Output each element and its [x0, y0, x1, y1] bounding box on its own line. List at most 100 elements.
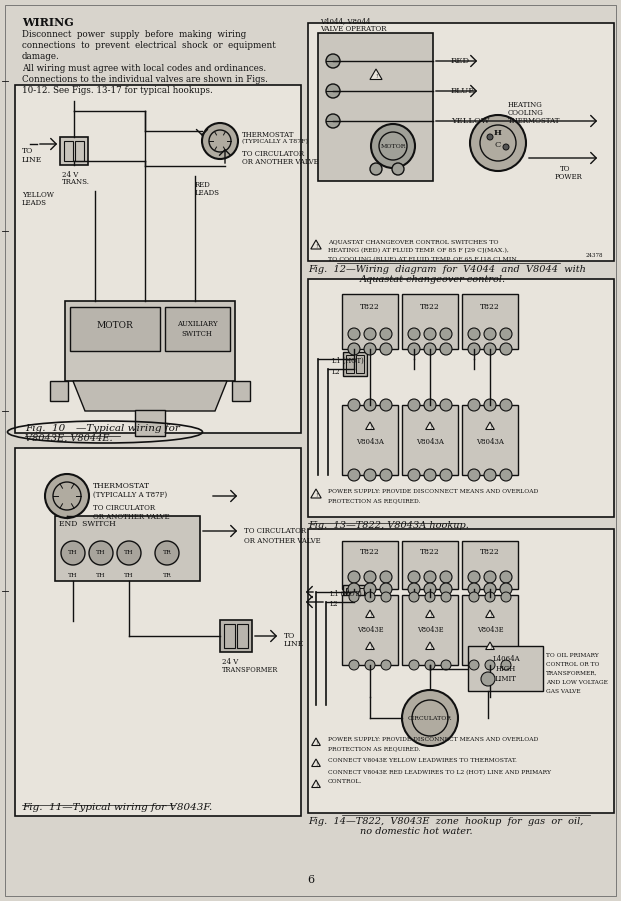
Text: POWER SUPPLY: PROVIDE DISCONNECT MEANS AND OVERLOAD: POWER SUPPLY: PROVIDE DISCONNECT MEANS A…	[328, 489, 538, 494]
Text: Fig.  12—Wiring  diagram  for  V4044  and  V8044  with: Fig. 12—Wiring diagram for V4044 and V80…	[308, 265, 586, 274]
Text: V8043E, V8044E.: V8043E, V8044E.	[25, 434, 112, 443]
Circle shape	[469, 660, 479, 670]
Bar	[65, 301, 235, 381]
Text: COOLING: COOLING	[508, 109, 544, 117]
Text: TRANSFORMER,: TRANSFORMER,	[546, 671, 597, 676]
Bar	[135, 410, 165, 436]
Text: All wiring must agree with local codes and ordinances.: All wiring must agree with local codes a…	[22, 64, 266, 73]
Text: 24 V: 24 V	[222, 658, 238, 666]
Polygon shape	[425, 610, 434, 617]
Circle shape	[501, 660, 511, 670]
Circle shape	[326, 54, 340, 68]
Circle shape	[370, 163, 382, 175]
Bar	[402, 405, 458, 475]
Circle shape	[364, 571, 376, 583]
Text: POWER: POWER	[555, 173, 583, 181]
Circle shape	[326, 114, 340, 128]
Text: TO CIRCULATOR: TO CIRCULATOR	[93, 504, 155, 512]
Text: H: H	[494, 129, 502, 137]
Text: HEATING (RED) AT FLUID TEMP. OF 85 F [29 C](MAX.),: HEATING (RED) AT FLUID TEMP. OF 85 F [29…	[328, 248, 509, 253]
Text: Fig.  13—T822, V8043A hookup.: Fig. 13—T822, V8043A hookup.	[308, 521, 469, 530]
Bar	[75, 141, 84, 161]
Circle shape	[202, 123, 238, 159]
Text: LINE: LINE	[22, 156, 42, 164]
Bar	[343, 352, 367, 376]
Circle shape	[484, 399, 496, 411]
Text: BLUE: BLUE	[451, 87, 475, 95]
Bar	[356, 355, 364, 373]
Circle shape	[484, 343, 496, 355]
Bar	[318, 33, 433, 181]
Text: 10-12. See Figs. 13-17 for typical hookups.: 10-12. See Figs. 13-17 for typical hooku…	[22, 86, 213, 95]
Polygon shape	[310, 489, 321, 498]
Text: —Typical wiring for: —Typical wiring for	[76, 424, 183, 433]
Bar	[64, 141, 73, 161]
Text: TH: TH	[68, 551, 78, 556]
Text: !: !	[369, 613, 371, 618]
Polygon shape	[370, 69, 382, 79]
Polygon shape	[425, 642, 434, 650]
Bar	[462, 294, 518, 349]
Circle shape	[440, 399, 452, 411]
Text: CONTROL OR TO: CONTROL OR TO	[546, 662, 599, 667]
Circle shape	[500, 469, 512, 481]
Circle shape	[408, 399, 420, 411]
Text: THERMOSTAT: THERMOSTAT	[508, 117, 561, 125]
Polygon shape	[312, 780, 320, 787]
Text: TH: TH	[96, 573, 106, 578]
Circle shape	[364, 343, 376, 355]
Text: !: !	[489, 425, 491, 430]
Circle shape	[45, 474, 89, 518]
Text: TO COOLING (BLUE) AT FLUID TEMP. OF 65 F [18 C] MIN.: TO COOLING (BLUE) AT FLUID TEMP. OF 65 F…	[328, 257, 519, 262]
Circle shape	[425, 592, 435, 602]
Text: THERMOSTAT: THERMOSTAT	[242, 131, 294, 139]
Text: TO CIRCULATOR: TO CIRCULATOR	[244, 527, 306, 535]
Text: TR: TR	[163, 573, 171, 578]
Text: !: !	[315, 741, 317, 746]
Circle shape	[440, 328, 452, 340]
Circle shape	[501, 592, 511, 602]
Polygon shape	[312, 738, 320, 745]
Circle shape	[89, 541, 113, 565]
Text: TO: TO	[560, 165, 571, 173]
Text: V8043E: V8043E	[477, 626, 503, 634]
Polygon shape	[486, 422, 494, 430]
Text: T822: T822	[360, 303, 380, 311]
Circle shape	[500, 328, 512, 340]
Circle shape	[380, 583, 392, 595]
Text: (TYPICALLY A T87F): (TYPICALLY A T87F)	[242, 139, 308, 144]
Circle shape	[424, 571, 436, 583]
Circle shape	[392, 163, 404, 175]
Text: TRANS.: TRANS.	[62, 178, 90, 186]
Circle shape	[408, 571, 420, 583]
Bar	[468, 646, 543, 691]
Text: !: !	[375, 74, 377, 79]
Text: !: !	[315, 762, 317, 767]
Bar	[462, 595, 518, 665]
Text: !: !	[429, 613, 431, 618]
Circle shape	[485, 592, 495, 602]
Text: TO: TO	[22, 147, 34, 155]
Text: PROTECTION AS REQUIRED.: PROTECTION AS REQUIRED.	[328, 746, 420, 751]
Circle shape	[500, 583, 512, 595]
Bar	[342, 595, 398, 665]
Circle shape	[408, 583, 420, 595]
Text: TO: TO	[284, 632, 295, 640]
Polygon shape	[486, 642, 494, 650]
Circle shape	[364, 469, 376, 481]
Text: L2: L2	[330, 600, 338, 608]
Text: T822: T822	[480, 303, 500, 311]
Circle shape	[468, 343, 480, 355]
Circle shape	[348, 469, 360, 481]
Circle shape	[424, 343, 436, 355]
Polygon shape	[366, 642, 374, 650]
Bar	[402, 294, 458, 349]
Bar	[308, 529, 614, 813]
Circle shape	[500, 399, 512, 411]
Circle shape	[440, 571, 452, 583]
Text: VALVE OPERATOR: VALVE OPERATOR	[320, 25, 386, 33]
Polygon shape	[312, 759, 320, 767]
Circle shape	[424, 399, 436, 411]
Text: SWITCH: SWITCH	[181, 330, 212, 338]
Text: AUXILIARY: AUXILIARY	[176, 320, 217, 328]
